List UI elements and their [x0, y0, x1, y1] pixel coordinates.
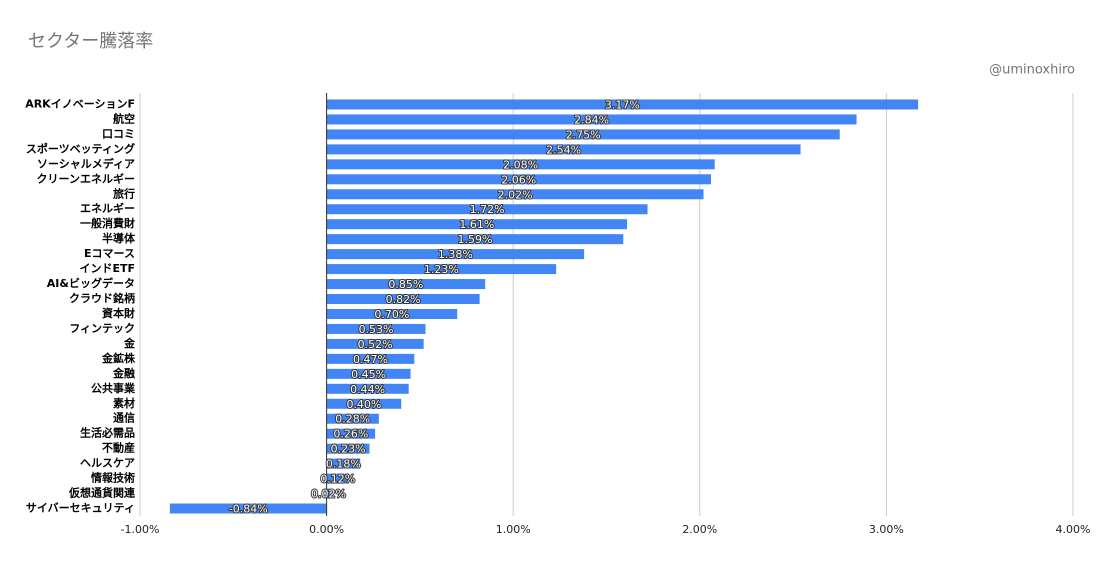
value-label: 1.59% [457, 233, 492, 246]
value-label: 2.75% [566, 128, 601, 141]
y-tick-label: 不動産 [102, 441, 135, 455]
value-label: 2.08% [503, 158, 538, 171]
y-tick-label: 素材 [113, 396, 135, 410]
y-tick-label: クラウド銘柄 [69, 291, 135, 305]
value-label: 0.18% [326, 458, 361, 471]
y-tick-label: インドETF [79, 262, 135, 275]
y-tick-label: Eコマース [84, 247, 135, 260]
x-tick-label: 1.00% [496, 523, 531, 536]
bar [326, 294, 480, 305]
value-label: 2.02% [498, 188, 533, 201]
value-label: 0.40% [346, 398, 381, 411]
y-tick-label: 仮想通貨関連 [68, 486, 136, 500]
value-label: 0.23% [331, 443, 366, 456]
bar [326, 99, 919, 110]
value-label: 0.12% [320, 473, 355, 486]
y-tick-label: 金 [123, 336, 136, 350]
y-tick-label: フィンテック [69, 322, 135, 335]
bar [326, 338, 424, 349]
bar [326, 488, 331, 499]
y-tick-label: 一般消費財 [80, 216, 135, 230]
y-tick-label: 航空 [113, 111, 135, 125]
bar [326, 129, 840, 140]
bar [326, 159, 715, 170]
y-tick-label: サイバーセキュリティ [26, 502, 135, 515]
value-label: 0.28% [335, 413, 370, 426]
bar [326, 264, 557, 275]
y-tick-label: 金鉱株 [101, 351, 136, 365]
y-tick-label: 口コミ [102, 127, 135, 140]
bar [326, 428, 376, 439]
value-label: 1.38% [438, 248, 473, 261]
x-tick-label: 4.00% [1056, 523, 1091, 536]
value-label: 0.26% [333, 428, 368, 441]
y-tick-label: エネルギー [80, 201, 135, 215]
value-label: 0.02% [311, 488, 346, 501]
y-tick-label: ソーシャルメディア [37, 156, 135, 170]
x-tick-label: 2.00% [682, 523, 717, 536]
bar [326, 368, 411, 379]
bar [326, 458, 361, 469]
y-tick-label: 旅行 [113, 186, 135, 200]
value-label: 0.47% [353, 353, 388, 366]
value-label: 1.72% [470, 203, 505, 216]
bar [326, 219, 628, 230]
bar [326, 413, 379, 424]
y-tick-label: 生活必需品 [80, 426, 135, 440]
value-label: 3.17% [605, 98, 640, 111]
chart-title: セクター騰落率 [28, 31, 153, 52]
bar [326, 249, 585, 260]
bar [326, 174, 711, 185]
y-tick-label: 公共事業 [91, 381, 136, 395]
value-label: 0.44% [350, 383, 385, 396]
value-label: 0.82% [386, 293, 421, 306]
value-label: 0.85% [388, 278, 423, 291]
bar [326, 144, 801, 155]
bar [326, 323, 426, 334]
value-label: 0.45% [351, 368, 386, 381]
value-label: 0.53% [359, 323, 394, 336]
x-tick-label: -1.00% [121, 523, 160, 536]
value-label: 1.23% [424, 263, 459, 276]
y-tick-label: 通信 [113, 411, 135, 425]
bar [169, 503, 327, 514]
bar [326, 234, 624, 245]
value-label: 2.06% [501, 173, 536, 186]
credit: @uminoxhiro [989, 63, 1075, 78]
bar [326, 114, 857, 125]
y-tick-label: クリーンエネルギー [37, 171, 135, 185]
y-tick-label: ARKイノベーションF [25, 97, 135, 110]
value-label: 2.54% [546, 143, 581, 156]
bar [326, 443, 370, 454]
y-tick-label: 資本財 [102, 306, 135, 320]
y-tick-label: 情報技術 [91, 471, 135, 485]
value-label: -0.84% [229, 503, 268, 516]
bar [326, 353, 415, 364]
bar [326, 383, 409, 394]
value-label: 0.52% [358, 338, 393, 351]
bar [326, 308, 458, 319]
bar [326, 398, 402, 409]
bar [326, 189, 704, 200]
value-label: 0.70% [374, 308, 409, 321]
x-tick-label: 3.00% [869, 523, 904, 536]
y-tick-label: スポーツベッティング [26, 141, 135, 155]
bar [326, 204, 648, 215]
y-tick-label: 金融 [112, 366, 135, 380]
bar [326, 473, 349, 484]
y-tick-label: AI&ビッグデータ [47, 276, 135, 290]
y-tick-label: ヘルスケア [80, 457, 135, 470]
value-label: 1.61% [459, 218, 494, 231]
bar [326, 279, 486, 290]
value-label: 2.84% [574, 113, 609, 126]
y-tick-label: 半導体 [102, 231, 136, 245]
x-tick-label: 0.00% [309, 523, 344, 536]
